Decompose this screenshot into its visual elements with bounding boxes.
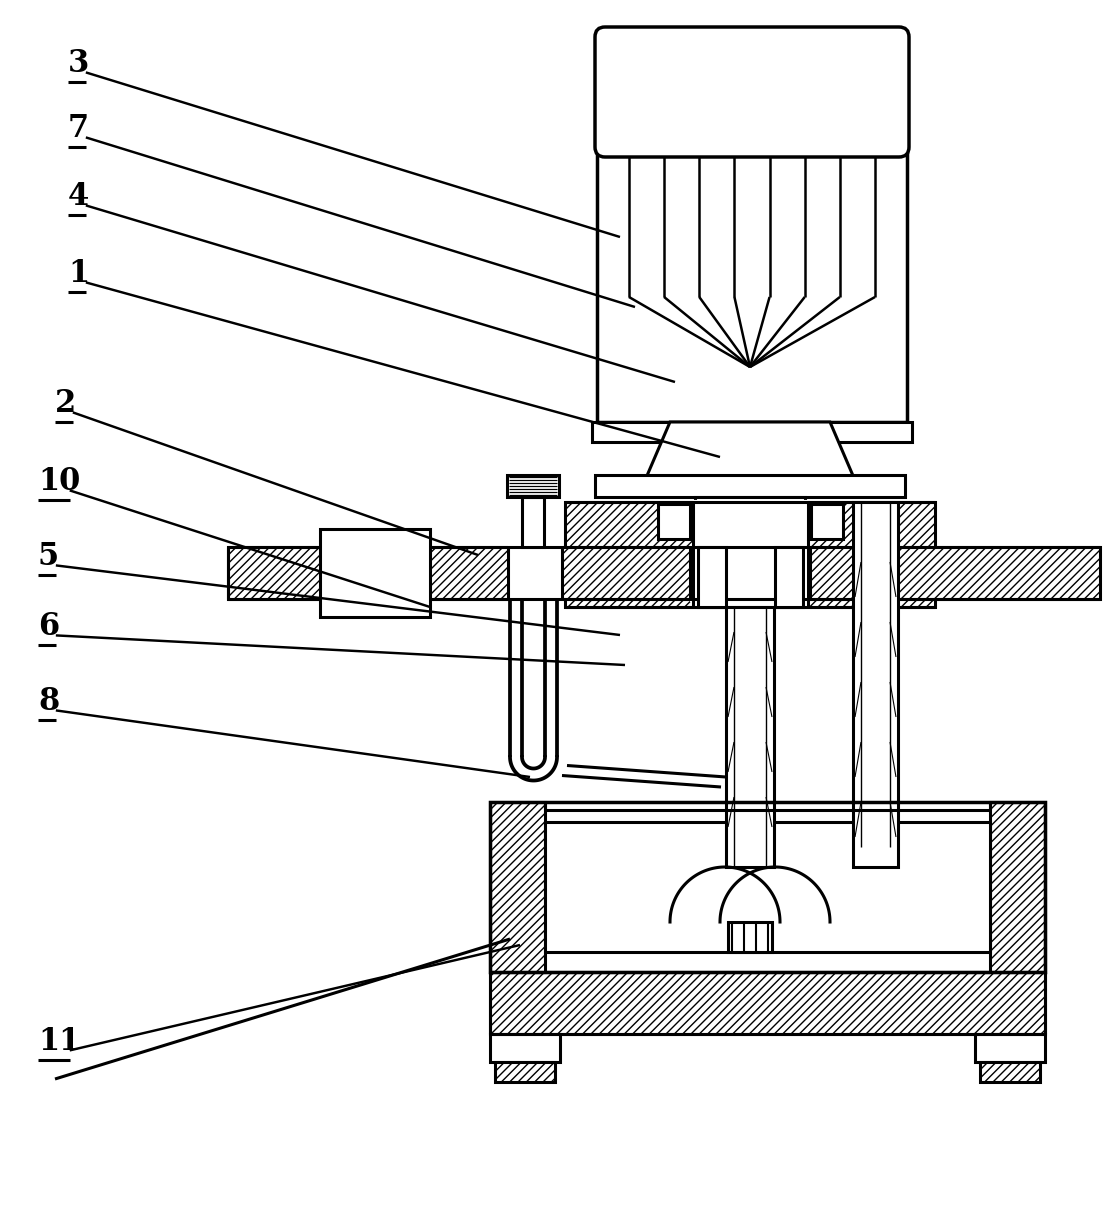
Bar	[990, 802, 1045, 972]
Text: 2: 2	[55, 388, 76, 418]
Bar	[491, 802, 545, 972]
Bar	[980, 1063, 1040, 1082]
Text: 3: 3	[68, 48, 90, 79]
Bar	[976, 1034, 1045, 1063]
Bar	[507, 475, 559, 497]
Text: 5: 5	[38, 541, 59, 572]
Text: 11: 11	[38, 1026, 81, 1056]
Bar	[698, 547, 726, 607]
Bar	[545, 822, 990, 952]
Bar	[508, 544, 563, 602]
Bar	[690, 544, 810, 602]
Bar	[491, 1034, 560, 1063]
Bar	[597, 152, 907, 422]
Bar	[696, 497, 805, 512]
Bar	[728, 921, 772, 952]
Text: 4: 4	[68, 182, 90, 212]
Text: 1: 1	[68, 258, 90, 290]
Bar	[595, 475, 905, 497]
Bar	[491, 802, 1045, 972]
FancyBboxPatch shape	[595, 27, 909, 157]
Bar	[693, 499, 808, 609]
Bar	[320, 529, 430, 617]
Bar	[659, 504, 690, 539]
Bar	[228, 547, 1100, 599]
Bar	[592, 422, 912, 442]
Bar	[775, 547, 803, 607]
Bar	[491, 972, 1045, 1034]
Bar	[726, 607, 774, 867]
Text: 8: 8	[38, 686, 59, 717]
Bar	[811, 504, 843, 539]
Polygon shape	[640, 422, 860, 492]
Bar	[495, 1063, 556, 1082]
Bar	[853, 502, 898, 867]
Text: 6: 6	[38, 611, 59, 642]
Text: 10: 10	[38, 466, 81, 497]
Text: 7: 7	[68, 113, 90, 144]
Bar	[564, 502, 935, 607]
Bar	[522, 497, 544, 547]
